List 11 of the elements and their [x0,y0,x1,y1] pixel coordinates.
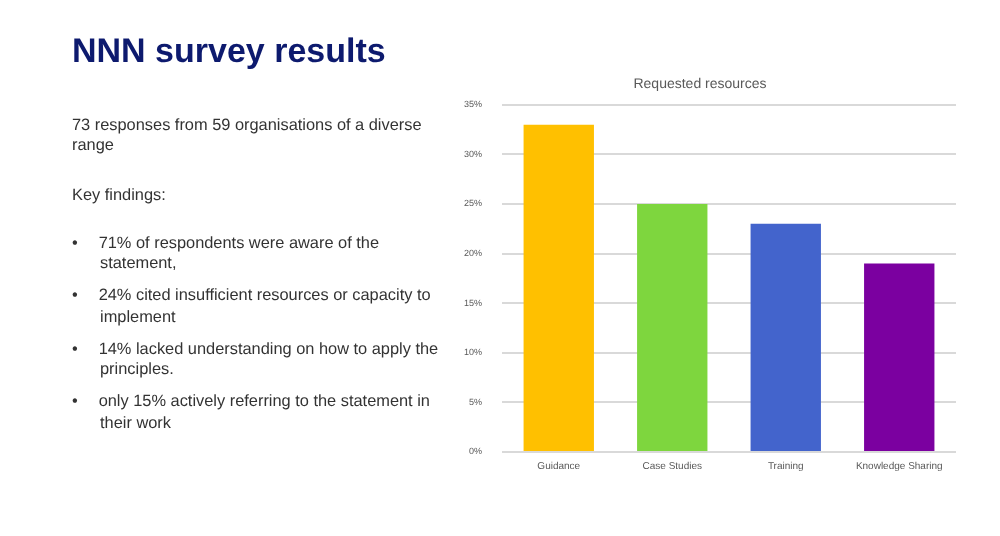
bar [637,204,708,451]
text: • 71% of respondents were aware of the statement, [72,233,382,275]
text: 73 responses from 59 organisations of a diverse range [72,116,424,157]
bar [750,223,821,451]
text: • 24% cited insufficient resources or capacity to implement [72,286,433,328]
text: NNN survey results [72,32,386,72]
bar [864,263,935,451]
text: • 14% lacked understanding on how to apply the principles. [72,339,441,381]
text: • only 15% actively referring to the statement in their work [72,392,432,434]
bar [523,124,594,451]
text: Key findings: [72,185,168,206]
